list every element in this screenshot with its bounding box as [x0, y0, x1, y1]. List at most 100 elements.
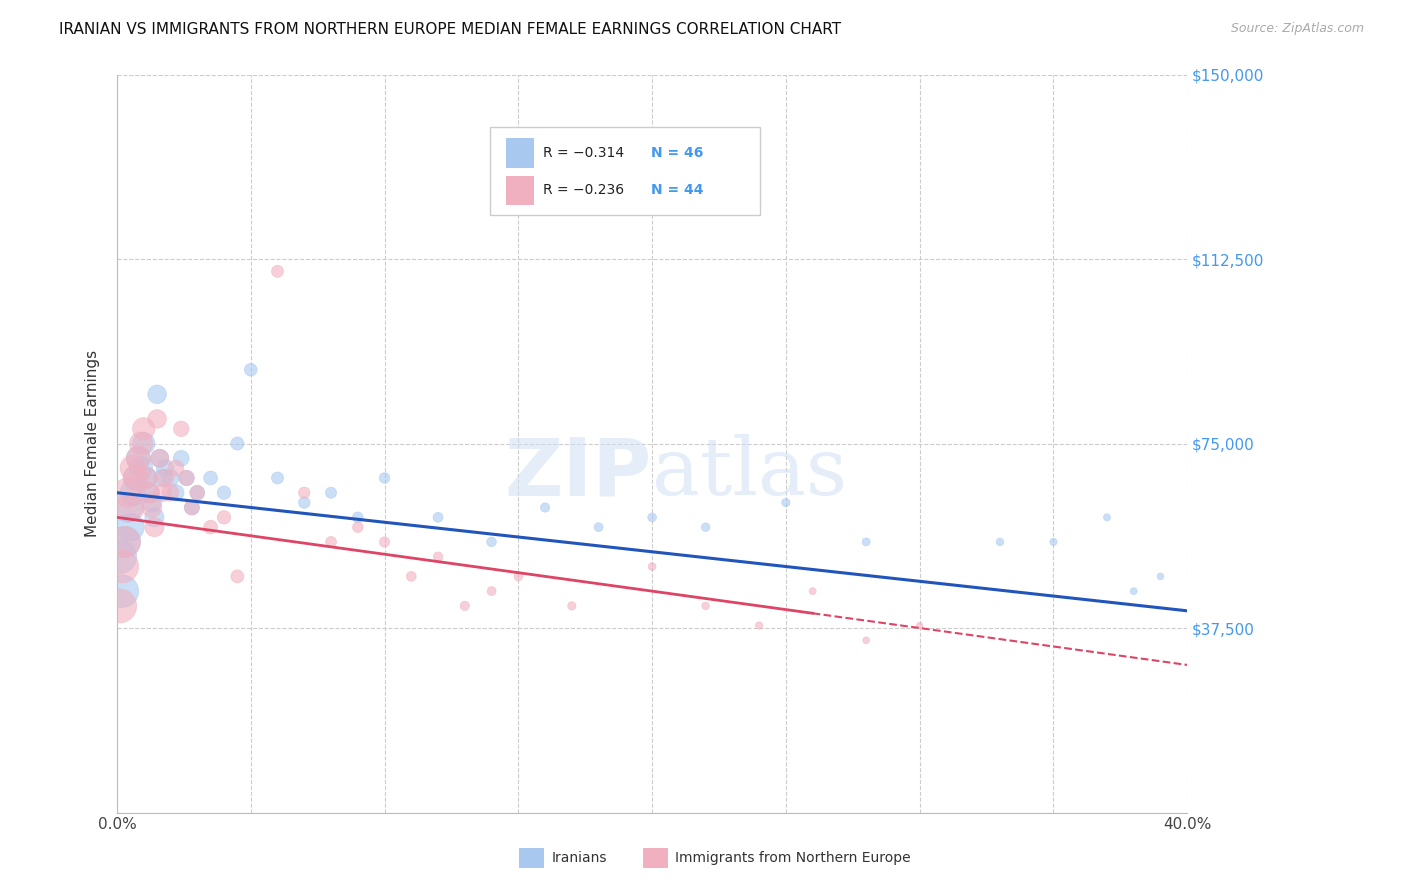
Point [143, 510, 166, 524]
Point [212, 510, 235, 524]
Point [373, 535, 395, 549]
Point [135, 471, 157, 485]
Point [908, 618, 931, 632]
Point [988, 535, 1011, 549]
Point [176, 471, 198, 485]
Point [266, 264, 288, 278]
Point [1042, 535, 1064, 549]
Point [170, 422, 193, 436]
Point [132, 422, 155, 436]
Point [180, 500, 202, 515]
Point [1122, 584, 1144, 599]
Point [141, 495, 163, 509]
Point [159, 471, 181, 485]
Point [200, 471, 222, 485]
Text: R = −0.236: R = −0.236 [543, 184, 624, 197]
Point [153, 461, 176, 475]
Point [319, 535, 342, 549]
Point [141, 500, 163, 515]
Point [695, 599, 717, 613]
Point [212, 485, 235, 500]
Point [114, 535, 136, 549]
Point [176, 471, 198, 485]
Point [373, 471, 395, 485]
Point [855, 633, 877, 648]
Point [125, 471, 148, 485]
Point [481, 535, 503, 549]
Point [132, 436, 155, 450]
Point [138, 485, 160, 500]
Text: IRANIAN VS IMMIGRANTS FROM NORTHERN EUROPE MEDIAN FEMALE EARNINGS CORRELATION CH: IRANIAN VS IMMIGRANTS FROM NORTHERN EURO… [59, 22, 841, 37]
Point [114, 535, 136, 549]
Point [226, 569, 249, 583]
Text: R = −0.314: R = −0.314 [543, 146, 624, 161]
Point [117, 485, 139, 500]
Text: atlas: atlas [652, 434, 848, 512]
Point [748, 618, 770, 632]
Point [508, 569, 530, 583]
Point [152, 471, 174, 485]
Point [454, 599, 477, 613]
Point [1149, 569, 1171, 583]
Point [346, 520, 368, 534]
Point [534, 500, 557, 515]
Text: Iranians: Iranians [551, 851, 606, 865]
Point [200, 520, 222, 534]
Point [401, 569, 423, 583]
Point [165, 461, 187, 475]
Point [427, 510, 450, 524]
Point [292, 495, 315, 509]
Point [186, 485, 208, 500]
Point [170, 451, 193, 466]
Point [186, 485, 208, 500]
Y-axis label: Median Female Earnings: Median Female Earnings [86, 350, 100, 537]
Point [122, 461, 145, 475]
Point [427, 549, 450, 564]
Point [108, 599, 131, 613]
Point [152, 485, 174, 500]
Point [143, 520, 166, 534]
Point [120, 500, 142, 515]
Point [266, 471, 288, 485]
Point [129, 436, 152, 450]
Point [138, 485, 160, 500]
Point [125, 471, 148, 485]
Point [775, 495, 797, 509]
Point [129, 461, 152, 475]
Point [146, 412, 169, 426]
Text: ZIP: ZIP [505, 434, 652, 512]
Text: N = 44: N = 44 [651, 184, 703, 197]
Point [695, 520, 717, 534]
Point [122, 485, 145, 500]
Point [481, 584, 503, 599]
Point [180, 500, 202, 515]
Point [127, 451, 149, 466]
Point [120, 520, 142, 534]
Point [641, 559, 664, 574]
Point [159, 485, 181, 500]
Point [127, 451, 149, 466]
Point [641, 510, 664, 524]
Point [319, 485, 342, 500]
Point [561, 599, 583, 613]
Point [239, 362, 262, 376]
Point [801, 584, 824, 599]
Point [226, 436, 249, 450]
Text: Immigrants from Northern Europe: Immigrants from Northern Europe [675, 851, 911, 865]
Point [146, 387, 169, 401]
Point [588, 520, 610, 534]
Point [153, 471, 176, 485]
Point [149, 451, 172, 466]
Point [111, 584, 134, 599]
Point [108, 549, 131, 564]
Text: Source: ZipAtlas.com: Source: ZipAtlas.com [1230, 22, 1364, 36]
Point [165, 485, 187, 500]
Point [292, 485, 315, 500]
Point [855, 535, 877, 549]
Point [149, 451, 172, 466]
Point [1095, 510, 1118, 524]
Point [135, 471, 157, 485]
Text: N = 46: N = 46 [651, 146, 703, 161]
Point [346, 510, 368, 524]
Point [117, 500, 139, 515]
